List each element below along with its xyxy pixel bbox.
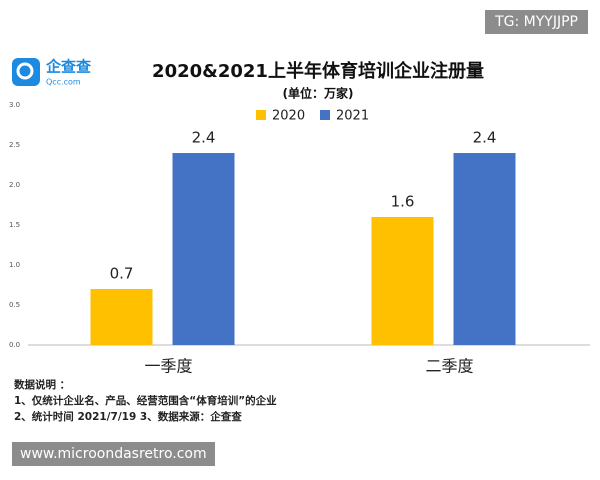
logo-domain: Qcc.com [46, 78, 81, 87]
legend-swatch [256, 110, 266, 120]
bar [90, 289, 153, 345]
bar [453, 153, 516, 345]
notes: 数据说明 ： 1、仅统计企业名、产品、经营范围含“体育培训”的企业 2、统计时间 2… [14, 377, 277, 425]
legend-label: 2020 [272, 109, 305, 124]
y-tick-label: 1.5 [9, 221, 20, 229]
y-tick-label: 2.5 [9, 141, 20, 149]
y-tick-label: 2.0 [9, 181, 20, 189]
logo-icon [12, 58, 40, 86]
bar [371, 217, 434, 345]
y-tick-label: 0.0 [9, 341, 20, 349]
bar [172, 153, 235, 345]
y-tick-label: 3.0 [9, 101, 20, 109]
chart-title: 2020&2021上半年体育培训企业注册量 [152, 60, 484, 82]
watermark-top: TG: MYYJJPP [485, 10, 588, 34]
note-line: 数据说明 ： [14, 379, 71, 391]
data-label: 2.4 [473, 129, 497, 147]
legend-swatch [320, 110, 330, 120]
x-tick-label: 一季度 [144, 357, 192, 376]
y-tick-label: 0.5 [9, 301, 20, 309]
y-tick-label: 1.0 [9, 261, 20, 269]
legend-label: 2021 [336, 109, 369, 124]
x-tick-label: 二季度 [425, 357, 473, 376]
data-label: 1.6 [391, 193, 415, 211]
watermark-bottom: www.microondasretro.com [12, 442, 215, 466]
logo-name: 企查查 [45, 58, 92, 76]
data-label: 2.4 [192, 129, 216, 147]
note-line: 2、统计时间 2021/7/19 3、数据来源：企查查 [14, 411, 242, 423]
data-label: 0.7 [110, 265, 134, 283]
note-line: 1、仅统计企业名、产品、经营范围含“体育培训”的企业 [14, 395, 277, 407]
chart-subtitle: (单位：万家) [283, 86, 354, 101]
logo-icon-ring [16, 62, 34, 80]
